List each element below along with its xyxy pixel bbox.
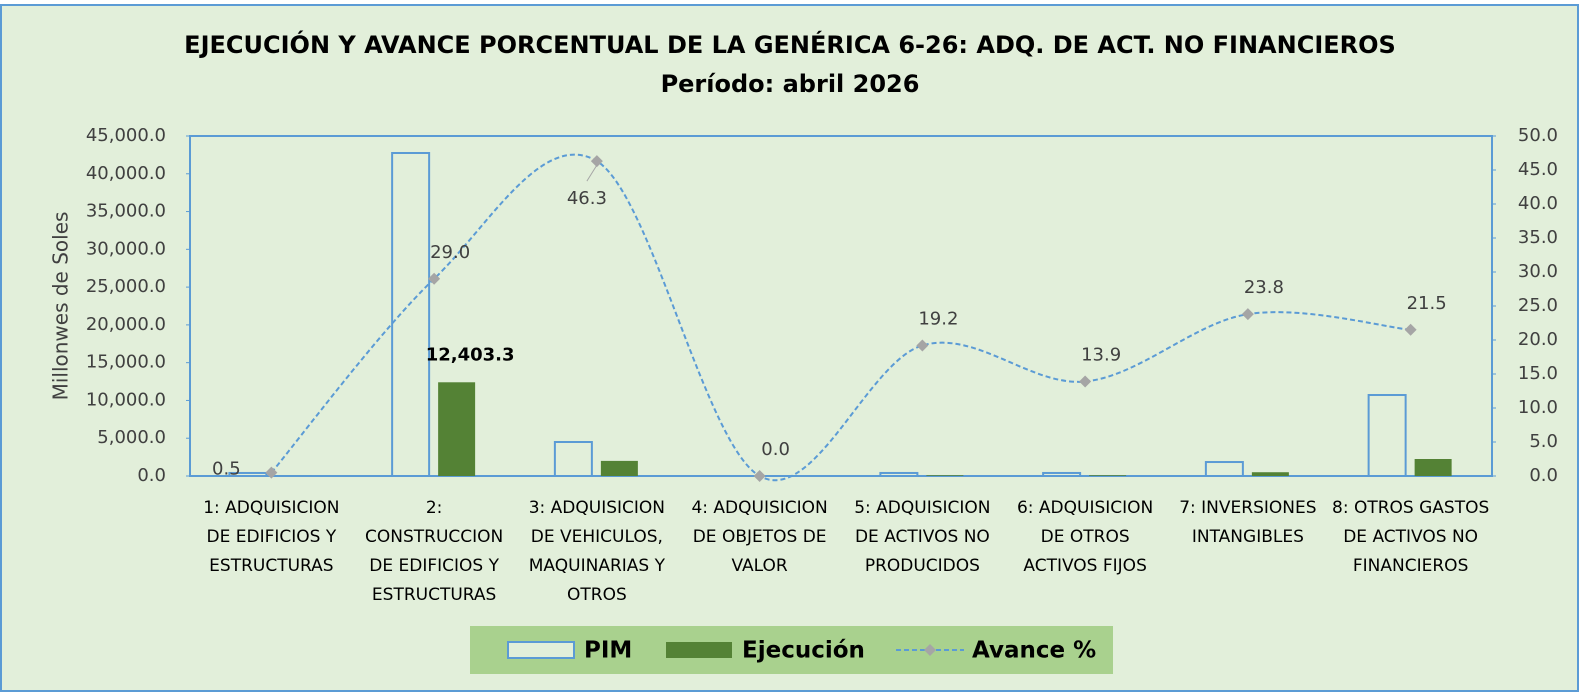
bar	[600, 460, 638, 476]
line	[270, 153, 1411, 482]
x-tick-line: DE OTROS	[1041, 527, 1130, 547]
data-label: 12,403.3	[426, 344, 515, 365]
x-tick-line: DE EDIFICIOS Y	[207, 527, 337, 547]
x-tick-line: 3: ADQUISICION	[529, 498, 665, 518]
line-marker	[1241, 308, 1254, 321]
x-tick-label: 8: OTROS GASTOS DE ACTIVOS NO FINANCIEROS	[1332, 498, 1489, 576]
y-tick-label: 10,000.0	[86, 389, 166, 410]
x-tick-line: 6: ADQUISICION	[1017, 498, 1153, 518]
y-tick-label: 15,000.0	[86, 352, 166, 373]
bar	[438, 382, 476, 476]
y-tick-label: 45,000.0	[86, 125, 166, 146]
x-tick-line: INTANGIBLES	[1192, 527, 1304, 547]
x-tick-line: 4: ADQUISICION	[691, 498, 827, 518]
x-tick-line: 2:	[426, 498, 443, 518]
x-tick-line: ESTRUCTURAS	[209, 556, 333, 576]
line-marker	[265, 466, 278, 479]
x-tick-line: DE VEHICULOS,	[531, 527, 663, 547]
y2-tick-label: 5.0	[1529, 431, 1558, 452]
data-label: 19.2	[918, 308, 958, 329]
chart-title: EJECUCIÓN Y AVANCE PORCENTUAL DE LA GENÉ…	[184, 29, 1396, 59]
legend-box	[470, 626, 1113, 674]
y-tick-label: 30,000.0	[86, 238, 166, 259]
data-label: 13.9	[1081, 344, 1121, 365]
legend-label: Ejecución	[742, 638, 865, 664]
bar	[879, 471, 919, 478]
data-label: 23.8	[1244, 277, 1284, 298]
y2-tick-label: 35.0	[1518, 227, 1558, 248]
x-tick-line: MAQUINARIAS Y	[529, 556, 666, 576]
plot-area	[189, 135, 1493, 477]
x-tick-line: 7: INVERSIONES	[1179, 498, 1316, 518]
x-tick-line: 8: OTROS GASTOS	[1332, 498, 1489, 518]
x-tick-label: 7: INVERSIONES INTANGIBLES	[1179, 498, 1316, 547]
y-tick-label: 25,000.0	[86, 276, 166, 297]
y2-tick-label: 10.0	[1518, 397, 1558, 418]
x-tick-line: DE ACTIVOS NO	[1343, 527, 1478, 547]
bar	[1042, 471, 1082, 478]
y2-tick-label: 50.0	[1518, 125, 1558, 146]
x-tick-line: DE EDIFICIOS Y	[369, 556, 499, 576]
x-tick-line: ESTRUCTURAS	[372, 585, 496, 605]
y2-tick-label: 15.0	[1518, 363, 1558, 384]
legend-label: Avance %	[972, 638, 1096, 664]
x-tick-label: 1: ADQUISICION DE EDIFICIOS Y ESTRUCTURAS	[203, 498, 339, 576]
y-tick-label: 35,000.0	[86, 201, 166, 222]
y-axis-label: Millonwes de Soles	[49, 212, 73, 401]
leader-line	[586, 164, 598, 182]
y2-tick-label: 0.0	[1529, 465, 1558, 486]
bar	[926, 475, 964, 476]
y-tick-label: 20,000.0	[86, 314, 166, 335]
legend-swatch	[507, 641, 575, 659]
x-tick-label: 5: ADQUISICION DE ACTIVOS NO PRODUCIDOS	[854, 498, 990, 576]
legend-marker	[924, 644, 936, 656]
x-tick-line: DE OBJETOS DE	[693, 527, 827, 547]
legend-swatch	[666, 642, 732, 658]
line-marker	[753, 470, 766, 482]
line-marker	[1079, 375, 1092, 388]
data-label: 21.5	[1407, 293, 1447, 314]
x-tick-line: 1: ADQUISICION	[203, 498, 339, 518]
x-tick-label: 2: CONSTRUCCION DE EDIFICIOS Y ESTRUCTURAS	[365, 498, 503, 605]
bar	[228, 471, 268, 478]
x-tick-line: CONSTRUCCION	[365, 527, 503, 547]
x-tick-line: OTROS	[567, 585, 627, 605]
x-tick-line: VALOR	[732, 556, 788, 576]
line-marker	[590, 155, 603, 168]
x-tick-line: 5: ADQUISICION	[854, 498, 990, 518]
bar	[553, 441, 593, 477]
x-tick-line: FINANCIEROS	[1353, 556, 1468, 576]
y2-tick-label: 25.0	[1518, 295, 1558, 316]
line-marker	[916, 339, 929, 352]
data-label: 46.3	[567, 188, 607, 209]
bar	[1414, 459, 1452, 476]
y2-tick-label: 40.0	[1518, 193, 1558, 214]
data-label: 0.5	[212, 459, 241, 480]
bar	[1367, 394, 1407, 478]
y-tick-label: 40,000.0	[86, 163, 166, 184]
y2-tick-label: 30.0	[1518, 261, 1558, 282]
x-tick-label: 6: ADQUISICION DE OTROS ACTIVOS FIJOS	[1017, 498, 1153, 576]
y2-tick-label: 20.0	[1518, 329, 1558, 350]
line-marker	[1404, 323, 1417, 336]
y-tick-label: 0.0	[137, 465, 166, 486]
bar	[1089, 475, 1127, 476]
x-tick-label: 3: ADQUISICION DE VEHICULOS, MAQUINARIAS Y…	[529, 498, 666, 605]
x-tick-line: ACTIVOS FIJOS	[1023, 556, 1146, 576]
y-tick-label: 5,000.0	[97, 427, 166, 448]
legend-label: PIM	[584, 638, 632, 664]
line-marker	[428, 272, 441, 285]
data-label: 0.0	[761, 439, 790, 460]
bar	[1251, 472, 1289, 476]
bar	[1204, 461, 1244, 477]
bar	[391, 152, 431, 477]
x-tick-line: DE ACTIVOS NO	[855, 527, 990, 547]
y2-tick-label: 45.0	[1518, 159, 1558, 180]
x-tick-label: 4: ADQUISICION DE OBJETOS DE VALOR	[691, 498, 827, 576]
data-label: 29.0	[430, 242, 470, 263]
x-tick-line: PRODUCIDOS	[865, 556, 980, 576]
chart-subtitle: Período: abril 2026	[661, 70, 920, 98]
